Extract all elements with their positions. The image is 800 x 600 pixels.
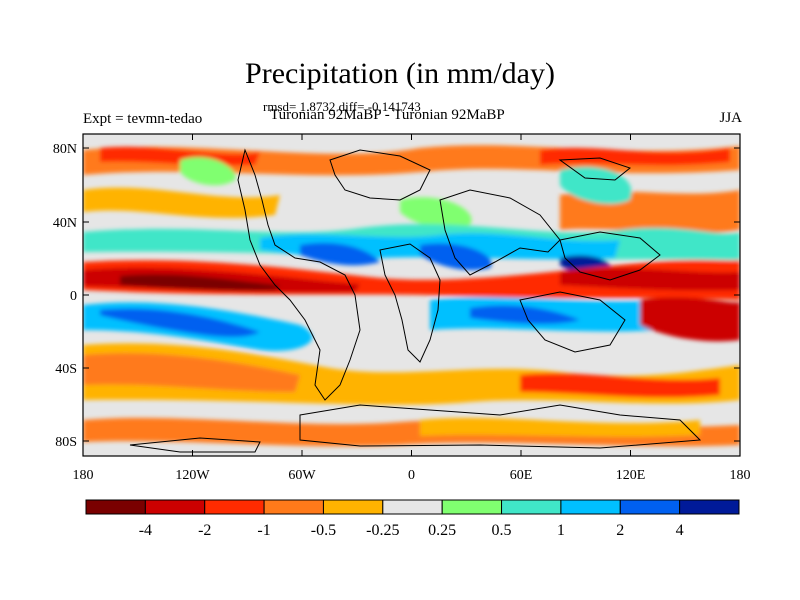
lon-tick-label: 120W [175, 468, 210, 483]
plot-title: Precipitation (in mm/day) [245, 57, 555, 90]
colorbar-label: -0.5 [311, 522, 336, 539]
colorbar-label: -4 [139, 522, 152, 539]
season-label: JJA [719, 110, 742, 126]
subtitle: Turonian 92MaBP - Turonian 92MaBP [270, 107, 505, 123]
lat-tick-label: 40N [53, 216, 77, 231]
colorbar-label: 2 [616, 522, 624, 539]
lat-tick-label: 80S [55, 435, 77, 450]
experiment-label: Expt = tevmn-tedao [83, 111, 203, 127]
colorbar-label: 0.5 [492, 522, 512, 539]
lon-tick-label: 60E [510, 468, 533, 483]
lon-tick-label: 60W [288, 468, 316, 483]
stats-text: rmsd= 1.8732 diff= -0.141743 [263, 99, 421, 114]
lon-tick-label: 180 [73, 468, 94, 483]
colorbar-swatch [619, 499, 681, 515]
lat-tick-label: 0 [70, 289, 77, 304]
colorbar-label: 4 [676, 522, 684, 539]
colorbar-label: -0.25 [366, 522, 399, 539]
coastlines [129, 148, 702, 453]
colorbar-swatch [501, 499, 562, 515]
colorbar: -4 -2 -1 -0.5 -0.25 0.25 0.5 1 2 4 [85, 499, 740, 539]
colorbar-label: 0.25 [428, 522, 456, 539]
lon-tick-label: 120E [616, 468, 646, 483]
map-axes: 80N 40N 0 40S 80S 180 120W 60W 0 60E 120E 180 [53, 134, 751, 483]
colorbar-swatch [263, 499, 324, 515]
colorbar-swatch [144, 499, 206, 515]
lon-tick-label: 0 [408, 468, 415, 483]
precip-field [83, 134, 740, 456]
lat-tick-label: 80N [53, 142, 77, 157]
colorbar-label: -2 [198, 522, 211, 539]
colorbar-label: -1 [257, 522, 270, 539]
colorbar-swatch [679, 499, 740, 515]
colorbar-swatch [560, 499, 621, 515]
colorbar-swatch [322, 499, 384, 515]
colorbar-swatch [204, 499, 265, 515]
colorbar-label: 1 [557, 522, 565, 539]
lon-tick-label: 180 [730, 468, 751, 483]
lat-tick-label: 40S [55, 362, 77, 377]
colorbar-swatch [382, 499, 443, 515]
colorbar-swatch [441, 499, 503, 515]
colorbar-swatch [85, 499, 146, 515]
